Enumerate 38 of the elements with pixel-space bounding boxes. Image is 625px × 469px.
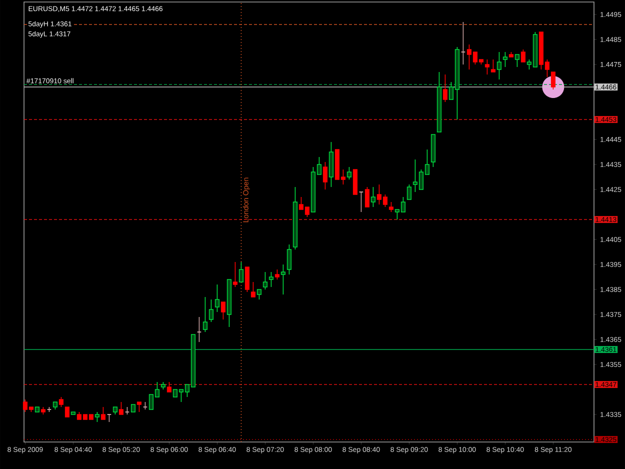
candlestick [484, 59, 490, 75]
candlestick [58, 396, 64, 408]
candlestick [280, 264, 286, 295]
candlestick [370, 186, 376, 208]
candlestick [406, 184, 412, 200]
candlestick [262, 272, 268, 290]
candlestick [250, 282, 256, 298]
candlestick [496, 52, 502, 80]
candlestick [244, 266, 250, 292]
candlestick [94, 412, 100, 422]
candlestick [442, 74, 448, 102]
candlestick [490, 59, 496, 72]
candlestick [388, 202, 394, 212]
candlestick [238, 262, 244, 282]
candlestick [208, 299, 214, 322]
candlestick [286, 244, 292, 275]
candlestick [550, 72, 556, 90]
candlestick [358, 191, 364, 212]
candlestick [268, 272, 274, 288]
candlestick [232, 262, 238, 288]
candlestick [274, 269, 280, 280]
candlestick [346, 166, 352, 180]
candlestick [196, 316, 202, 342]
candlestick [520, 49, 526, 62]
candlestick [220, 302, 226, 320]
candlestick [64, 406, 70, 418]
candlestick [214, 284, 220, 312]
candlestick [202, 296, 208, 332]
candlestick [322, 162, 328, 190]
candlestick [166, 382, 172, 392]
candlestick [460, 22, 466, 65]
candlestick [136, 402, 142, 412]
candlestick [118, 402, 124, 415]
candlestick [514, 54, 520, 68]
candlestick [256, 289, 262, 300]
candlestick [502, 52, 508, 68]
candlestick [364, 186, 370, 208]
candlestick [100, 406, 106, 420]
